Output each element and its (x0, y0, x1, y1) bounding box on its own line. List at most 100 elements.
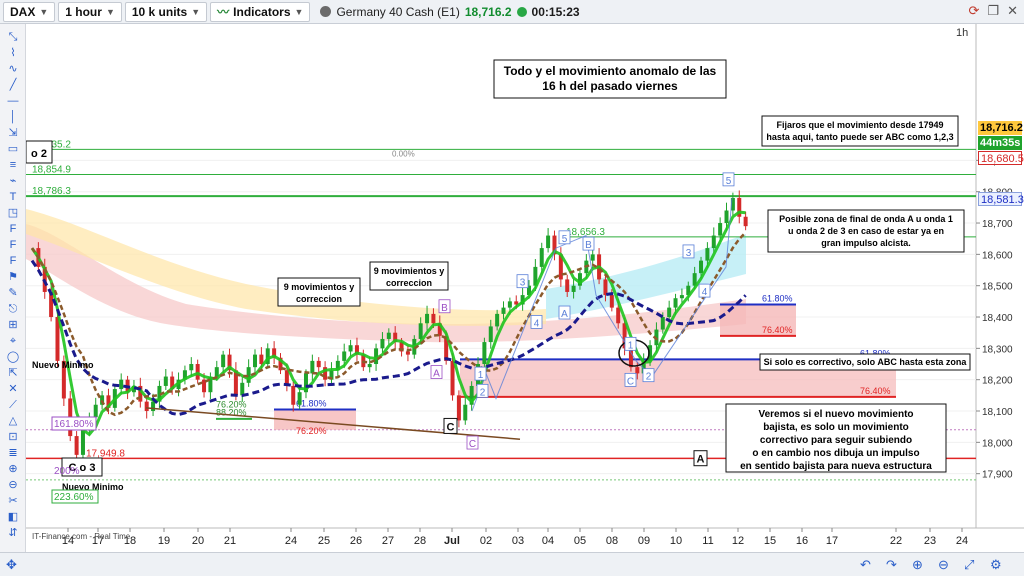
tool-icon-24[interactable]: △ (8, 415, 18, 427)
candle-body (590, 254, 595, 261)
tool-icon-3[interactable]: ╱ (9, 79, 17, 91)
tool-icon-29[interactable]: ✂ (8, 495, 18, 507)
fib-label-3: 61.80% (860, 348, 891, 358)
candle-body (418, 323, 423, 339)
tool-icon-20[interactable]: ◯ (6, 351, 20, 363)
tool-icon-18[interactable]: ⊞ (8, 319, 18, 331)
x-tick-label: 09 (638, 535, 650, 547)
indicators-button[interactable]: 〰 Indicators ▼ (210, 1, 311, 22)
annotation-o2 (26, 140, 53, 164)
tool-icon-8[interactable]: ≡ (9, 159, 17, 171)
annotation-co3 (61, 457, 103, 477)
tool-icon-13[interactable]: F (9, 239, 17, 251)
zoom-in-icon[interactable]: ⊕ (912, 557, 923, 572)
wave-label: 5 (726, 176, 732, 187)
tool-icon-7[interactable]: ▭ (7, 143, 19, 155)
tool-icon-31[interactable]: ⇵ (8, 527, 18, 539)
tool-icon-14[interactable]: F (9, 255, 17, 267)
candle-body (272, 348, 277, 358)
fib-label-1: 61.80% (762, 293, 793, 303)
wave-label-box (698, 283, 711, 298)
candle-body (227, 354, 232, 371)
wave-label: 1 (628, 340, 634, 351)
candle-body (144, 401, 149, 412)
timeframe-select[interactable]: 1 hour ▼ (58, 1, 122, 22)
tool-icon-21[interactable]: ⇱ (8, 367, 18, 379)
units-select[interactable]: 10 k units ▼ (124, 1, 208, 22)
refresh-icon[interactable]: ⟳ (968, 3, 980, 18)
tool-icon-10[interactable]: T (9, 191, 17, 203)
candle-body (577, 273, 582, 286)
candle-body (316, 360, 321, 368)
fib-label-10: 200% (54, 466, 80, 477)
candle-body (730, 197, 735, 211)
tool-icon-27[interactable]: ⊕ (8, 463, 18, 475)
candle-body (342, 351, 347, 361)
tool-icon-15[interactable]: ⚑ (8, 271, 18, 283)
zoom-out-icon[interactable]: ⊖ (938, 557, 949, 572)
restore-icon[interactable]: ❐ (987, 3, 1000, 18)
tool-icon-30[interactable]: ◧ (7, 511, 19, 523)
fib-label-8: 76.20% (296, 426, 327, 436)
annotation-title (493, 59, 727, 99)
annotation-zone-text: gran impulso alcista. (821, 238, 911, 248)
wave-label: 5 (562, 234, 568, 245)
tool-icon-4[interactable]: — (7, 95, 19, 107)
candle-body (635, 367, 640, 374)
tool-icon-22[interactable]: ✕ (8, 383, 18, 395)
tool-icon-2[interactable]: ∿ (8, 63, 18, 75)
candle-body (431, 313, 436, 324)
last-price: 18,716.2 (464, 4, 512, 19)
candle-body (386, 332, 391, 339)
wave-label-dark: A (697, 454, 705, 466)
close-icon[interactable]: ✕ (1007, 3, 1018, 18)
redo-icon[interactable]: ↷ (886, 557, 897, 572)
annotation-o2-text: o 2 (31, 148, 47, 160)
tool-icon-23[interactable]: ⟋ (9, 399, 17, 411)
tool-icon-11[interactable]: ◳ (7, 207, 19, 219)
fib-zone-right (720, 304, 796, 336)
fit-icon[interactable]: ⤢ (964, 557, 975, 572)
tool-icon-26[interactable]: ≣ (8, 447, 18, 459)
wave-label: 3 (520, 278, 526, 289)
tool-icon-1[interactable]: ⌇ (10, 47, 16, 59)
tool-icon-6[interactable]: ⇲ (8, 127, 18, 139)
annotation-zone-text: Posible zona de final de onda A u onda 1 (779, 214, 953, 224)
drawing-tools: ⤡ ⌇ ∿ ╱ — │ ⇲ ▭ ≡ ⌁ T ◳ F F F ⚑ ✎ ⎋ ⊞ ⌖ ◯ ⇱ ✕ ⟋ △ ⊡ ≣ ⊕ ⊖ ✂ ◧ ⇵ (0, 24, 26, 552)
y-tick-label: 18,200 (982, 376, 1013, 387)
symbol-select[interactable]: DAX ▼ (3, 1, 56, 22)
tool-icon-19[interactable]: ⌖ (9, 335, 17, 347)
wave-label: 4 (702, 287, 708, 298)
tool-icon-25[interactable]: ⊡ (8, 431, 18, 443)
tool-icon-0[interactable]: ⤡ (8, 31, 18, 43)
chevron-down-icon: ▼ (105, 6, 115, 17)
tool-icon-17[interactable]: ⎋ (8, 303, 18, 315)
undo-icon[interactable]: ↶ (860, 557, 871, 572)
annotation-new-text: bajista, es solo un movimiento (763, 422, 909, 433)
candle-body (558, 254, 563, 280)
candle-body (469, 385, 474, 405)
tool-icon-9[interactable]: ⌁ (9, 175, 17, 187)
tool-icon-5[interactable]: │ (9, 111, 17, 123)
candle-body (482, 342, 487, 365)
candle-body (686, 285, 691, 296)
annotation-nine-1 (277, 277, 361, 307)
settings-icon[interactable]: ⚙ (990, 557, 1002, 572)
tool-icon-16[interactable]: ✎ (8, 287, 18, 299)
candle-body (329, 370, 334, 380)
candle-body (667, 307, 672, 318)
tool-icon-28[interactable]: ⊖ (8, 479, 18, 491)
wave-label-box (476, 383, 489, 398)
price-chart[interactable]: 18,90018,80018,70018,60018,50018,40018,3… (26, 24, 1024, 552)
cursor-icon[interactable]: ✥ (6, 557, 17, 572)
candle-body (253, 354, 258, 368)
wave-label-box (682, 244, 695, 259)
tool-icon-12[interactable]: F (9, 223, 17, 235)
candle-body (539, 248, 544, 267)
x-tick-label: 19 (158, 535, 170, 547)
units-label: 10 k units (131, 4, 188, 19)
x-tick-label: 28 (414, 535, 426, 547)
candle-body (202, 379, 207, 393)
candle-body (520, 295, 525, 305)
candle-body (628, 348, 633, 368)
